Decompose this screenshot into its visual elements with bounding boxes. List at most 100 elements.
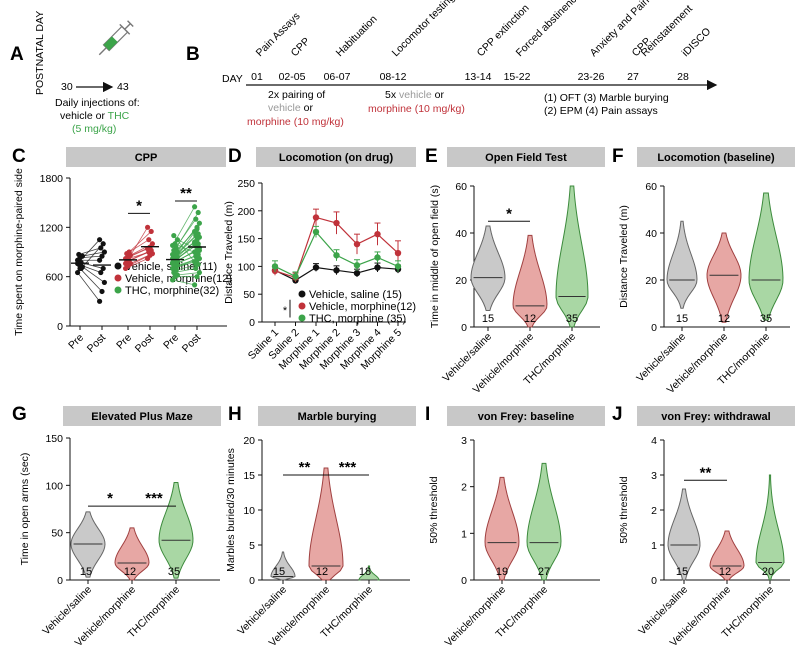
violin (709, 530, 745, 581)
sample-size: 27 (538, 566, 550, 578)
legend-marker (298, 314, 306, 322)
data-point (172, 255, 178, 262)
significance-label: * (283, 305, 288, 317)
data-point (98, 269, 104, 276)
data-point (172, 241, 178, 247)
sample-size: 12 (524, 313, 536, 325)
significance-label: * (506, 205, 512, 222)
y-tick-label: 2 (461, 482, 467, 494)
data-point (374, 230, 381, 238)
data-point (312, 228, 320, 236)
violin (484, 476, 520, 581)
data-point (353, 240, 361, 248)
data-point (101, 249, 107, 255)
violin (667, 488, 701, 581)
panel-a-line3: (5 mg/kg) (72, 123, 116, 135)
panel-a-line1: Daily injections of: (55, 97, 140, 109)
data-point (75, 269, 81, 276)
timeline-event-label: Habituation (334, 13, 380, 59)
data-point (171, 232, 177, 239)
y-axis-label: Time spent on morphine-paired side (13, 168, 25, 336)
data-point (101, 279, 107, 286)
data-point (312, 214, 320, 221)
data-point (292, 273, 299, 280)
panel-title: Marble burying (298, 411, 377, 423)
legend-label: THC, morphine(32) (125, 285, 219, 297)
sample-size: 12 (316, 566, 328, 578)
timeline-day: 08-12 (380, 71, 407, 83)
data-point (192, 241, 198, 247)
x-tick-label: Pre (161, 332, 181, 352)
timeline-event-label: Locomotor testing (390, 0, 458, 59)
legend-label: Vehicle, saline (15) (309, 289, 402, 301)
panel-d: D Locomotion (on drug) 0 50 100 150 200 250Dist… (223, 146, 416, 372)
violin (512, 234, 548, 328)
y-tick-label: 100 (45, 480, 63, 492)
panel-label-b: B (186, 44, 200, 65)
timeline: Pain Assays01CPP02-05Habituation06-07Loc… (251, 0, 713, 83)
y-tick-label: 60 (645, 181, 657, 193)
legend-marker (114, 274, 122, 282)
data-point (333, 267, 340, 274)
x-tick-label: Post (180, 332, 203, 355)
data-point (170, 260, 176, 267)
pair-line (82, 251, 105, 257)
note2-line1: 5x vehicle or (385, 89, 444, 101)
panel-title-bg (447, 406, 605, 426)
data-point (147, 249, 153, 255)
violin (526, 462, 562, 581)
y-tick-label: 150 (45, 433, 63, 445)
y-tick-label: 3 (461, 435, 467, 447)
sample-size: 35 (168, 566, 180, 578)
panel-title-bg (447, 147, 605, 167)
panel-title-bg (66, 147, 226, 167)
y-axis-label: Marbles buried/30 minutes (225, 448, 237, 572)
violin (270, 551, 296, 581)
sample-size: 12 (719, 566, 731, 578)
sample-size: 15 (80, 566, 92, 578)
y-tick-label: 40 (645, 228, 657, 240)
y-axis-label: 50% threshold (428, 476, 440, 543)
data-point (353, 262, 361, 269)
data-point (194, 274, 200, 280)
violin (470, 225, 506, 312)
sample-size: 15 (676, 566, 688, 578)
sample-size: 12 (124, 566, 136, 578)
significance-label: ** (299, 459, 311, 476)
timeline-day: 27 (627, 71, 639, 83)
y-tick-label: 0 (57, 575, 63, 587)
timeline-day: 23-26 (578, 71, 605, 83)
sample-size: 19 (496, 566, 508, 578)
y-tick-label: 0 (249, 575, 255, 587)
panel-label-g: G (12, 404, 27, 425)
y-tick-label: 20 (455, 275, 467, 287)
panel-a-line2: vehicle or THC (60, 110, 130, 122)
violin (358, 565, 380, 581)
panel-g: G Elevated Plus Maze 0 50 100 150 Time in open… (12, 404, 221, 649)
data-point (394, 249, 402, 257)
pair-line (78, 247, 101, 255)
data-point (196, 269, 202, 276)
data-point (333, 219, 340, 227)
timeline-event-label: iDISCO (680, 25, 714, 59)
y-tick-label: 200 (237, 206, 255, 218)
panel-title: von Frey: withdrawal (661, 411, 770, 423)
sample-size: 18 (359, 566, 371, 578)
significance-label: *** (339, 459, 357, 476)
data-point (145, 224, 151, 230)
significance-label: *** (145, 490, 163, 507)
data-point (97, 237, 103, 243)
data-point (98, 245, 104, 251)
panel-a-day-end: 43 (117, 81, 129, 93)
data-point (123, 260, 129, 267)
data-point (99, 253, 105, 259)
panel-c: C CPP 0 600 1200 1800 Time spent on morphine-p… (12, 146, 232, 355)
data-point (312, 264, 320, 271)
pair-line (79, 268, 103, 292)
panel-a-day-start: 30 (61, 81, 73, 93)
panel-label-h: H (228, 404, 242, 425)
timeline-day: 06-07 (324, 71, 351, 83)
data-point (194, 226, 200, 232)
panel-title: von Frey: baseline (478, 411, 575, 423)
timeline-day-label: DAY (222, 73, 243, 85)
